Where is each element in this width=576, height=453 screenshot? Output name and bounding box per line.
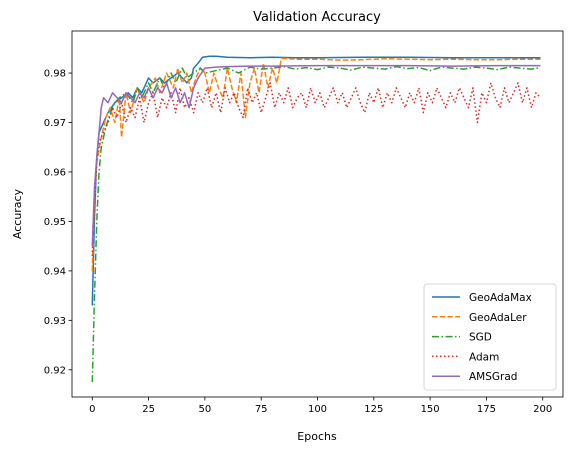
series-line-geoadaler [91,57,541,271]
x-tick-label: 100 [308,404,327,415]
x-tick-label: 25 [142,404,155,415]
y-tick-label: 0.98 [44,69,66,80]
y-tick-label: 0.96 [44,167,66,178]
legend-label-sgd: SGD [469,332,492,344]
series-line-amsgrad [91,64,541,247]
x-tick-label: 150 [421,404,440,415]
x-tick-label: 125 [364,404,383,415]
x-tick-label: 175 [477,404,496,415]
legend-box [423,283,557,391]
y-tick-label: 0.93 [44,316,66,327]
x-tick-label: 50 [199,404,212,415]
series-layer [91,55,542,383]
x-tick-label: 200 [533,404,552,415]
x-tick-label: 0 [89,404,95,415]
y-tick-label: 0.97 [44,118,66,129]
chart-title: Validation Accuracy [253,10,381,25]
series-line-adam [91,82,542,257]
y-tick-label: 0.94 [44,266,66,277]
y-tick-label: 0.95 [44,217,66,228]
y-axis-title: Accuracy [11,188,24,239]
legend-label-geoadamax: GeoAdaMax [469,292,532,304]
y-tick-label: 0.92 [44,365,66,376]
x-tick-label: 75 [255,404,268,415]
axes-layer: 0 25 50 75 100 125 150 175 200 0.92 0.93 0.94 0.95 0.… [44,30,564,415]
series-line-sgd [91,65,541,383]
legend: GeoAdaMax GeoAdaLer SGD Adam AMSGrad [423,283,557,391]
series-line-geoadamax [91,55,541,306]
legend-label-adam: Adam [469,351,499,363]
x-axis-title: Epochs [297,430,337,443]
legend-label-geoadaler: GeoAdaLer [469,312,527,324]
legend-label-amsgrad: AMSGrad [469,371,517,383]
